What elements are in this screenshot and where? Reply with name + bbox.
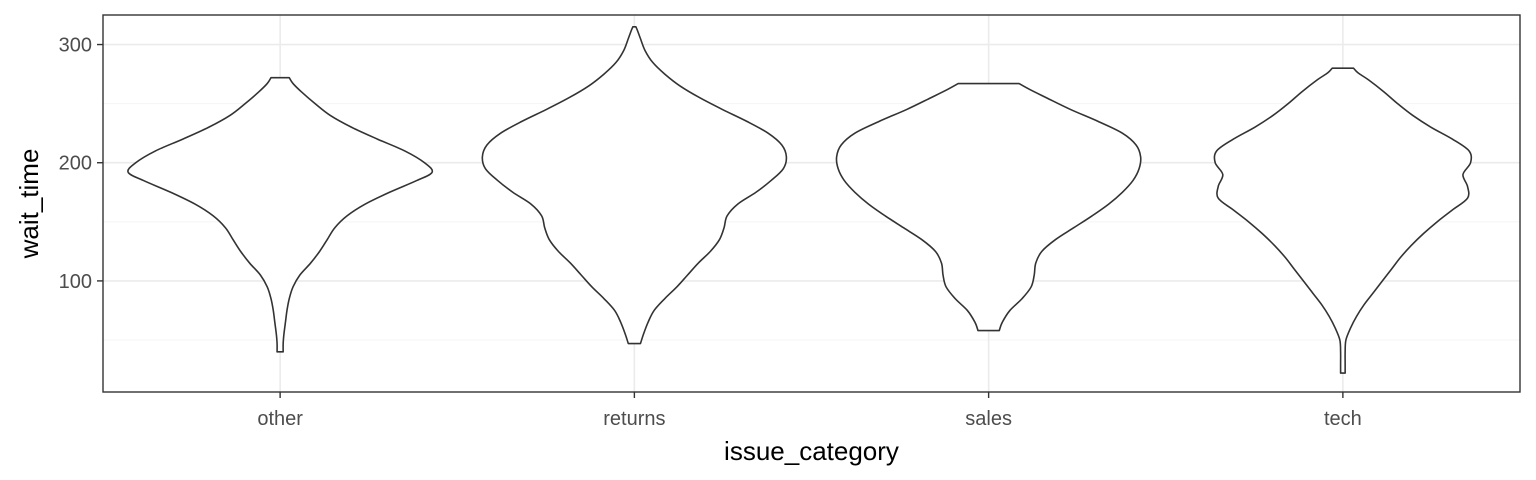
- y-axis-title: wait_time: [14, 149, 44, 260]
- violin-layer: [127, 26, 1473, 374]
- x-tick-label: sales: [965, 408, 1012, 430]
- y-tick-label: 200: [59, 153, 92, 175]
- x-tick-label: tech: [1324, 408, 1362, 430]
- x-axis-title: issue_category: [724, 436, 899, 466]
- axes-layer: 100 200 300 other returns sales tech: [59, 35, 1362, 430]
- y-tick-label: 100: [59, 271, 92, 293]
- violin-sales: [835, 82, 1142, 332]
- panel-border: [102, 14, 1521, 393]
- panel-frame: [102, 14, 1521, 393]
- violin-tech: [1213, 67, 1473, 374]
- x-tick-label: other: [257, 408, 303, 430]
- violin-returns: [481, 26, 788, 345]
- y-tick-label: 300: [59, 35, 92, 57]
- x-tick-label: returns: [603, 408, 665, 430]
- violin-other: [127, 76, 434, 353]
